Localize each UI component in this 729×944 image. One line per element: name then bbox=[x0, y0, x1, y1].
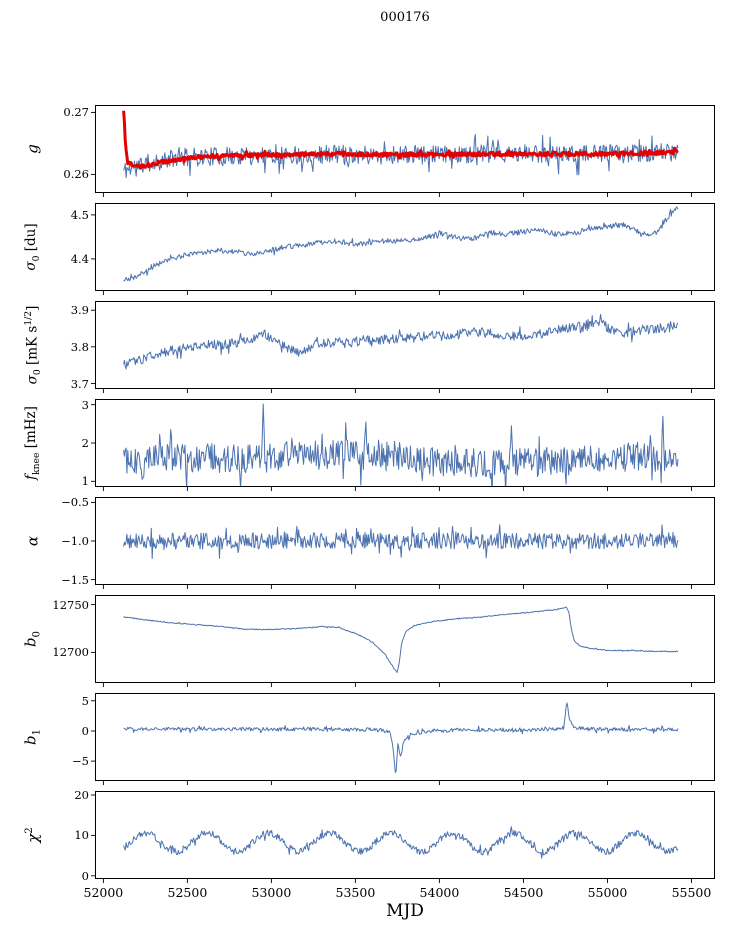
axes-frame bbox=[95, 105, 715, 193]
y-tick-label: 12750 bbox=[52, 597, 89, 612]
y-tick-label: 10 bbox=[74, 828, 89, 843]
y-axis-label-sigma0-du: σ0 [du] bbox=[23, 223, 42, 271]
y-tick-label: 0 bbox=[81, 868, 89, 883]
y-axis-label-alpha: α bbox=[23, 535, 42, 547]
x-tick-label: 52000 bbox=[83, 885, 124, 900]
y-tick-label: 1 bbox=[81, 474, 89, 489]
y-axis-label-sigma0-mks: σ0 [mK s1/2] bbox=[22, 305, 43, 385]
series-b0 bbox=[123, 606, 679, 674]
panel-plot-sigma0-du bbox=[91, 203, 715, 295]
x-tick-label: 53500 bbox=[335, 885, 376, 900]
y-tick-label: 4.5 bbox=[70, 207, 89, 222]
panel-sigma0-du bbox=[91, 203, 715, 295]
y-tick-label: 4.4 bbox=[70, 251, 89, 266]
panel-b0 bbox=[91, 595, 715, 687]
panel-plot-b1 bbox=[91, 693, 715, 785]
y-axis-label-b0: b0 bbox=[21, 630, 43, 648]
y-tick-label: 3.7 bbox=[70, 376, 89, 391]
y-tick-label: 3.9 bbox=[70, 303, 89, 318]
y-tick-label: −0.5 bbox=[61, 495, 89, 510]
panel-plot-alpha bbox=[91, 497, 715, 589]
axes-frame bbox=[95, 595, 715, 683]
y-tick-label: 5 bbox=[81, 693, 89, 708]
axes-frame bbox=[95, 497, 715, 585]
y-tick-label: 0 bbox=[81, 723, 89, 738]
series-alpha bbox=[123, 524, 679, 560]
y-tick-label: −5 bbox=[72, 754, 89, 769]
y-axis-label-fknee: fknee [mHz] bbox=[23, 406, 42, 480]
panel-sigma0-mks bbox=[91, 301, 715, 393]
panel-plot-b0 bbox=[91, 595, 715, 687]
series-chi2 bbox=[123, 826, 679, 859]
panel-fknee bbox=[91, 399, 715, 491]
series-g-smoothed bbox=[122, 110, 679, 170]
axes-frame bbox=[95, 791, 715, 879]
axes-frame bbox=[95, 203, 715, 291]
y-tick-label: −1.0 bbox=[61, 534, 89, 548]
x-tick-label: 52500 bbox=[167, 885, 208, 900]
x-axis-label: MJD bbox=[386, 901, 424, 921]
y-tick-label: 3 bbox=[81, 397, 89, 412]
y-tick-label: 12700 bbox=[52, 645, 89, 660]
panel-alpha bbox=[91, 497, 715, 589]
axes-frame bbox=[95, 301, 715, 389]
axes-frame bbox=[95, 693, 715, 781]
axes-frame bbox=[95, 399, 715, 487]
y-axis-label-b1: b1 bbox=[21, 728, 43, 746]
panel-plot-chi2 bbox=[91, 791, 715, 883]
panel-plot-g bbox=[91, 105, 715, 197]
series-fknee bbox=[123, 403, 679, 487]
y-tick-label: −1.5 bbox=[61, 572, 89, 587]
y-tick-label: 0.26 bbox=[63, 167, 89, 182]
panel-plot-sigma0-mks bbox=[91, 301, 715, 393]
x-tick-label: 55500 bbox=[671, 885, 712, 900]
x-tick-label: 54000 bbox=[419, 885, 460, 900]
x-tick-label: 55000 bbox=[587, 885, 628, 900]
series-b1 bbox=[123, 702, 679, 774]
x-tick-label: 53000 bbox=[251, 885, 292, 900]
y-axis-label-g: g bbox=[23, 144, 42, 154]
x-tick-label: 54500 bbox=[503, 885, 544, 900]
y-tick-label: 3.8 bbox=[70, 339, 89, 354]
panel-chi2 bbox=[91, 791, 715, 883]
series-sigma0-mks bbox=[123, 313, 679, 370]
y-axis-label-chi2: χ2 bbox=[24, 827, 42, 843]
y-tick-label: 2 bbox=[81, 436, 89, 450]
series-sigma0-du bbox=[123, 206, 679, 282]
figure-title: 000176 bbox=[380, 10, 430, 25]
y-tick-label: 20 bbox=[74, 788, 89, 803]
y-tick-label: 0.27 bbox=[63, 105, 89, 120]
panel-plot-fknee bbox=[91, 399, 715, 491]
panel-b1 bbox=[91, 693, 715, 785]
panel-g bbox=[91, 105, 715, 197]
